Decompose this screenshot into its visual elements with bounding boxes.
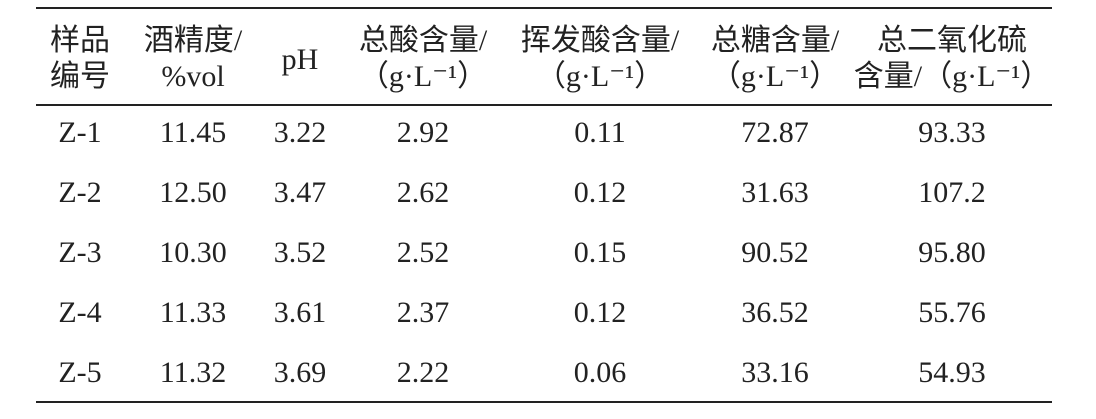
header-cell: 编号 — [50, 60, 110, 93]
header-cell: 样品 — [50, 24, 110, 57]
table-cell: 3.52 — [273, 236, 327, 269]
table-cell: 2.92 — [396, 116, 450, 149]
table-cell: 3.61 — [273, 296, 327, 329]
table-cell: 90.52 — [741, 236, 809, 269]
table-cell: Z-1 — [58, 116, 102, 149]
header-cell: 总酸含量/ — [358, 24, 488, 57]
table-cell: Z-3 — [58, 236, 102, 269]
header-cell: 酒精度/ — [143, 24, 243, 57]
table-cell: 72.87 — [741, 116, 809, 149]
header-cell: 挥发酸含量/ — [520, 24, 680, 57]
header-cell: （g·L⁻¹） — [710, 60, 840, 93]
header-cell: pH — [281, 43, 319, 76]
header-cell: 含量/（g·L⁻¹） — [853, 60, 1051, 93]
header-cell: 总糖含量/ — [710, 24, 840, 57]
table-cell: 2.62 — [396, 176, 450, 209]
table-cell: 93.33 — [918, 116, 986, 149]
table-cell: 2.37 — [396, 296, 450, 329]
table-cell: 3.22 — [273, 116, 327, 149]
table-cell: 54.93 — [918, 356, 986, 389]
table-cell: 0.06 — [573, 356, 627, 389]
header-cell: （g·L⁻¹） — [535, 60, 665, 93]
header-cell: （g·L⁻¹） — [358, 60, 488, 93]
table-cell: 0.12 — [573, 296, 627, 329]
table-cell: 11.45 — [159, 116, 227, 149]
table-cell: 2.22 — [396, 356, 450, 389]
table-cell: 0.11 — [574, 116, 626, 149]
table-cell: 107.2 — [918, 176, 986, 209]
table-cell: 2.52 — [396, 236, 450, 269]
table-cell: 0.12 — [573, 176, 627, 209]
table-cell: Z-4 — [58, 296, 102, 329]
table-cell: 11.33 — [159, 296, 227, 329]
table-cell: 3.69 — [273, 356, 327, 389]
table-cell: 0.15 — [573, 236, 627, 269]
table-cell: 10.30 — [159, 236, 227, 269]
table-cell: 31.63 — [741, 176, 809, 209]
top-rule — [36, 7, 1052, 9]
table-cell: 95.80 — [918, 236, 986, 269]
table-cell: 33.16 — [741, 356, 809, 389]
header-cell: 总二氧化硫 — [877, 24, 1027, 57]
header-cell: %vol — [161, 60, 225, 93]
bottom-rule — [36, 401, 1052, 403]
header-rule — [36, 104, 1052, 106]
table-cell: Z-2 — [58, 176, 102, 209]
table-cell: 55.76 — [918, 296, 986, 329]
table-cell: 11.32 — [159, 356, 227, 389]
table-cell: Z-5 — [58, 356, 102, 389]
table-cell: 36.52 — [741, 296, 809, 329]
table-cell: 3.47 — [273, 176, 327, 209]
table-cell: 12.50 — [159, 176, 227, 209]
